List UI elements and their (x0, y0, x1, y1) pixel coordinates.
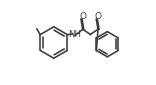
Text: NH: NH (68, 30, 81, 39)
Text: O: O (79, 12, 86, 21)
Text: O: O (94, 12, 101, 21)
